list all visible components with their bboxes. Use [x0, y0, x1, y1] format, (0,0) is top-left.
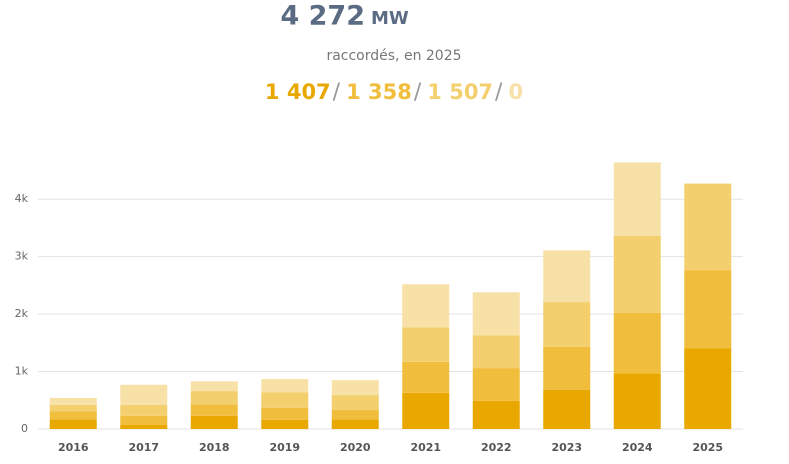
bar-segment: [331, 419, 379, 429]
bar-segment: [543, 302, 591, 347]
bar-segment: [543, 346, 591, 390]
bar-segment: [190, 391, 238, 405]
breakdown-value: 1 407: [265, 80, 331, 104]
breakdown: 1 407 1 358 1 507 0// /: [265, 80, 523, 105]
bar-segment: [49, 411, 97, 420]
x-tick-label: 2020: [340, 441, 371, 454]
bar-segment: [402, 284, 450, 328]
bar-segment: [613, 235, 661, 313]
bar-segment: [190, 415, 238, 429]
bar-segment: [684, 270, 732, 349]
bar-segment: [261, 407, 309, 420]
bar-segment: [472, 368, 520, 401]
bar-segment: [684, 183, 732, 271]
bar-segment: [472, 292, 520, 336]
bar-segment: [190, 404, 238, 416]
bar-segment: [472, 400, 520, 429]
y-tick-label: 0: [21, 422, 28, 435]
unit: MW: [371, 8, 409, 29]
bar-segment: [543, 250, 591, 303]
bar-segment: [120, 384, 168, 405]
y-tick-label: 4k: [15, 192, 29, 205]
bar-segment: [402, 392, 450, 429]
x-tick-label: 2016: [58, 441, 89, 454]
x-tick-label: 2023: [551, 441, 582, 454]
bar-segment: [472, 335, 520, 369]
total: 4 272: [280, 1, 365, 32]
separator: /: [333, 80, 341, 105]
bar-segment: [120, 424, 168, 429]
x-tick-label: 2018: [199, 441, 230, 454]
bar-segment: [49, 404, 97, 412]
bar-segment: [613, 373, 661, 429]
bar-segment: [261, 392, 309, 408]
x-tick-label: 2024: [622, 441, 653, 454]
separator: /: [414, 80, 422, 105]
x-tick-label: 2021: [410, 441, 441, 454]
x-tick-label: 2019: [269, 441, 300, 454]
bar-segment: [190, 381, 238, 392]
y-tick-label: 1k: [15, 365, 29, 378]
separator: /: [495, 80, 503, 105]
bar-segment: [613, 162, 661, 236]
breakdown-value: 0: [508, 80, 523, 104]
bar-segment: [402, 361, 450, 393]
breakdown-value: 1 358: [346, 80, 412, 104]
bar-segment: [331, 395, 379, 411]
x-tick-label: 2017: [128, 441, 159, 454]
bar-segment: [49, 397, 97, 405]
bar-segment: [331, 410, 379, 420]
bar-segment: [261, 379, 309, 393]
subtitle: raccordés, en 2025: [326, 48, 461, 64]
x-tick-label: 2025: [692, 441, 723, 454]
bar-segment: [261, 419, 309, 429]
breakdown-value: 1 507: [427, 80, 493, 104]
bar-segment: [402, 327, 450, 362]
bar-segment: [120, 415, 168, 425]
y-tick-label: 3k: [15, 250, 29, 263]
bar-segment: [684, 348, 732, 429]
bar-segment: [331, 380, 379, 396]
x-tick-label: 2022: [481, 441, 512, 454]
bar-segment: [613, 312, 661, 374]
bar-segment: [543, 389, 591, 429]
bar-segment: [49, 419, 97, 429]
y-tick-label: 2k: [15, 307, 29, 320]
bar-segment: [120, 404, 168, 416]
